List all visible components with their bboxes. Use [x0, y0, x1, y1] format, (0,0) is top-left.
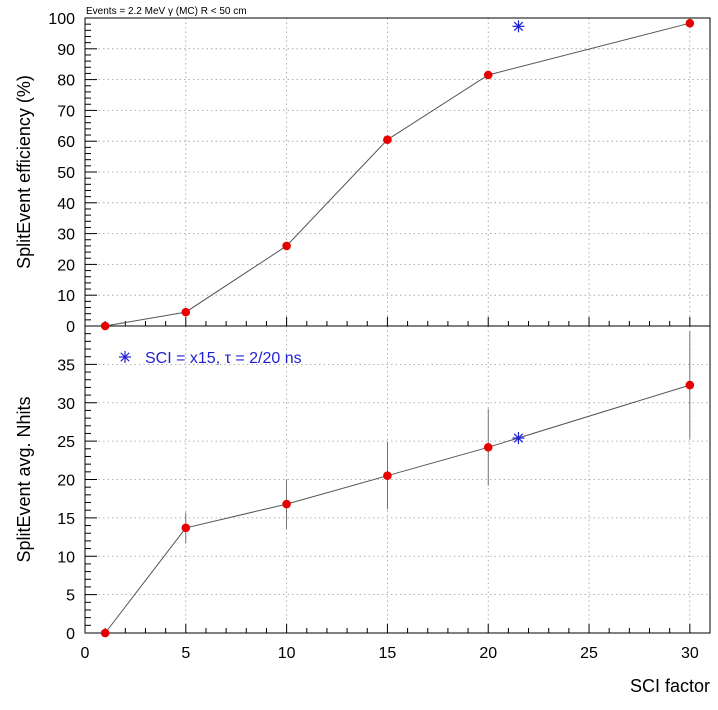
x-tick-label: 20 — [479, 645, 497, 662]
x-tick-label: 30 — [681, 645, 699, 662]
efficiency-panel-y-tick-label: 20 — [57, 257, 75, 274]
efficiency-panel-series-1-point — [282, 241, 291, 251]
x-axis-title: SCI factor — [630, 676, 710, 696]
x-tick-label: 10 — [278, 645, 296, 662]
legend-star-icon-stroke — [120, 352, 130, 362]
nhits-panel-y-tick-label: 30 — [57, 396, 75, 413]
efficiency-panel-y-tick-label: 50 — [57, 165, 75, 182]
nhits-panel-series-1-point — [282, 499, 291, 509]
nhits-panel-series-2 — [512, 432, 525, 445]
efficiency-panel-y-tick-label: 30 — [57, 227, 75, 244]
efficiency-panel-y-tick-label: 100 — [48, 11, 75, 28]
nhits-panel-series-1-point — [181, 523, 191, 533]
nhits-panel-series-1-point — [383, 471, 392, 480]
nhits-panel-y-tick-label: 10 — [57, 549, 75, 566]
nhits-panel-series-1-line — [104, 384, 690, 634]
efficiency-panel-series-1-point — [483, 70, 493, 80]
efficiency-panel-series-2-point — [512, 20, 525, 33]
efficiency-panel-y-tick-label: 0 — [66, 319, 75, 336]
efficiency-panel-y-tick-label: 40 — [57, 196, 75, 213]
efficiency-panel-y-tick-label: 80 — [57, 73, 75, 90]
nhits-panel-series-2-point-stroke — [513, 433, 524, 443]
grid-layer — [85, 18, 710, 633]
nhits-panel-series-1-point — [100, 628, 110, 638]
x-tick-label: 0 — [81, 645, 90, 662]
legend-label: SCI = x15, τ = 2/20 ns — [145, 350, 302, 367]
efficiency-panel-y-tick-label: 70 — [57, 103, 75, 120]
efficiency-panel-series-1 — [100, 18, 695, 331]
efficiency-panel-series-1-line — [105, 22, 690, 327]
nhits-panel-y-tick-label: 0 — [66, 626, 75, 643]
efficiency-panel-series-2-point-stroke — [513, 21, 524, 31]
efficiency-panel-series-1-point — [383, 135, 392, 144]
nhits-panel-series-1-point — [685, 380, 695, 390]
efficiency-panel-y-axis-title: SplitEvent efficiency (%) — [14, 75, 34, 269]
nhits-panel-y-axis-title: SplitEvent avg. Nhits — [14, 396, 34, 562]
efficiency-panel-series-1-point — [100, 321, 110, 331]
data-layer — [100, 18, 695, 638]
x-tick-label: 5 — [181, 645, 190, 662]
chart-header: Events = 2.2 MeV γ (MC) R < 50 cm — [86, 6, 247, 17]
x-tick-label: 15 — [379, 645, 397, 662]
nhits-panel-y-tick-label: 5 — [66, 588, 75, 605]
efficiency-panel-series-1-point — [685, 18, 695, 28]
nhits-panel-y-tick-label: 20 — [57, 473, 75, 490]
nhits-panel-series-2-point — [512, 432, 525, 445]
tick-layer — [84, 17, 711, 634]
efficiency-panel-series-1-point — [181, 307, 191, 317]
nhits-panel-y-tick-label: 35 — [57, 357, 75, 374]
efficiency-panel-y-tick-label: 60 — [57, 134, 75, 151]
x-tick-label: 25 — [580, 645, 598, 662]
efficiency-panel-y-tick-label: 10 — [57, 288, 75, 305]
nhits-panel-y-tick-label: 25 — [57, 434, 75, 451]
nhits-panel-series-1-point — [483, 442, 493, 452]
legend-star-icon — [119, 351, 131, 363]
nhits-panel-y-tick-label: 15 — [57, 511, 75, 528]
efficiency-panel-y-tick-label: 90 — [57, 42, 75, 59]
nhits-panel-series-1 — [100, 331, 695, 638]
efficiency-panel-series-2 — [512, 20, 525, 33]
